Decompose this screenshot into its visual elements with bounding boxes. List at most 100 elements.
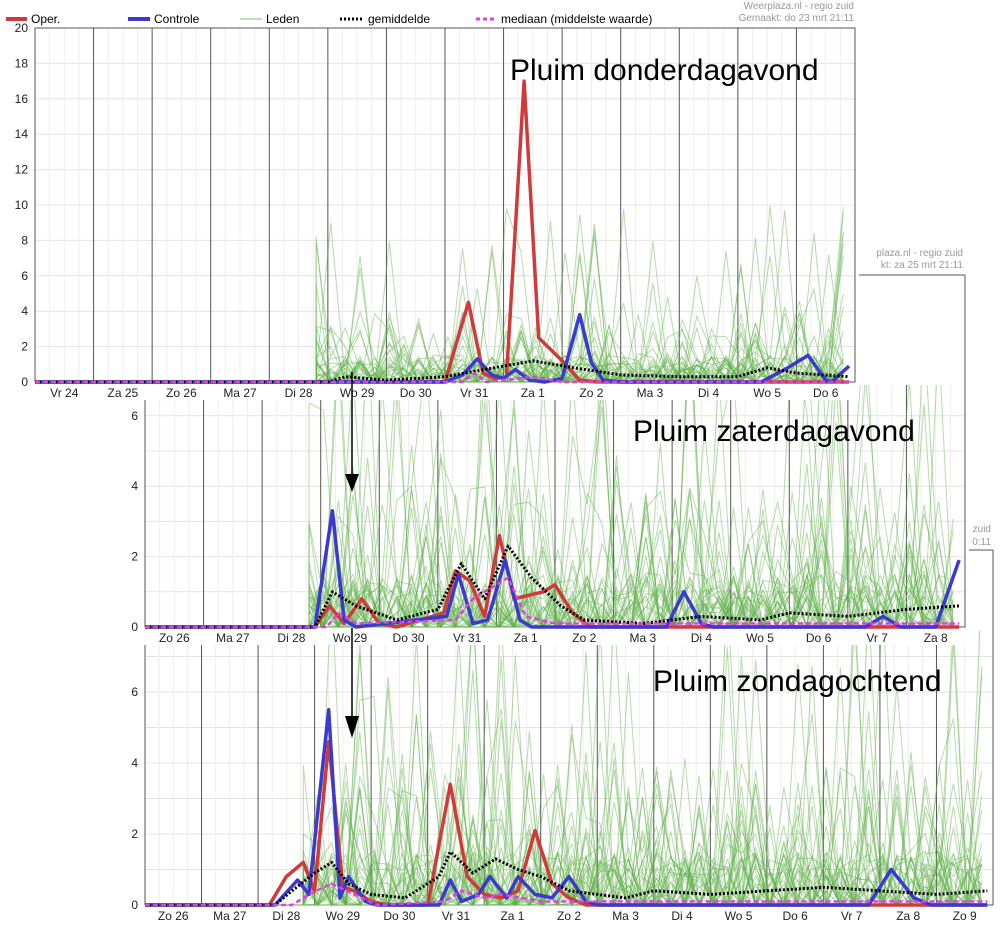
series-line-mediaan: [35, 371, 850, 384]
y-tick-label: 14: [15, 127, 29, 141]
made-label: Gemaakt: do 23 mrt 21:11: [739, 13, 855, 24]
x-tick-label: Wo 5: [725, 909, 753, 923]
x-tick-label: Za 1: [500, 909, 524, 923]
y-tick-label: 4: [21, 304, 28, 318]
x-tick-label: Vr 31: [442, 909, 471, 923]
y-tick-label: 2: [21, 340, 28, 354]
source-label: Weerplaza.nl - regio zuid: [744, 1, 854, 12]
leden-member-line: [145, 513, 954, 629]
x-tick-label: Di 4: [671, 909, 693, 923]
leden-member-line: [35, 316, 844, 384]
leden-member-line: [145, 385, 954, 629]
y-tick-label: 4: [131, 756, 138, 770]
leden-member-line: [145, 385, 954, 629]
x-tick-label: Zo 2: [557, 909, 581, 923]
x-tick-label: Vr 31: [453, 631, 482, 645]
series-line-mediaan: [145, 882, 988, 907]
leden-member-line: [145, 486, 954, 629]
leden-member-line: [145, 630, 983, 907]
x-tick-label: Za 8: [924, 631, 948, 645]
down-arrow-upper: [345, 372, 359, 492]
x-tick-label: Di 28: [272, 909, 300, 923]
leden-member-line: [35, 241, 844, 383]
leden-member-line: [145, 385, 954, 629]
legend-label-mediaan: mediaan (middelste waarde): [501, 12, 652, 26]
x-tick-label: Do 6: [806, 631, 832, 645]
x-tick-label: Ma 3: [612, 909, 639, 923]
y-tick-label: 6: [131, 409, 138, 423]
leden-member-line: [145, 743, 982, 907]
x-tick-label: Di 28: [277, 631, 305, 645]
x-tick-label: Zo 2: [579, 386, 603, 400]
series-line-controle: [35, 312, 851, 384]
y-tick-label: 0: [21, 375, 28, 389]
x-tick-label: Vr 24: [50, 386, 79, 400]
source-label: plaza.nl - regio zuid: [876, 248, 963, 259]
series-line-gemiddelde: [145, 850, 988, 907]
x-tick-label: Zo 26: [158, 909, 189, 923]
leden-member-line: [145, 385, 954, 629]
x-tick-label: Ma 3: [637, 386, 664, 400]
leden-member-line: [145, 630, 982, 906]
x-tick-label: Zo 2: [572, 631, 596, 645]
plume-panel-zaterdagavond: 0 2 4 6 Zo 26 Ma 27 Di 28 Wo 29 Do 30 Vr 31 Za 1 Zo…: [109, 248, 969, 645]
leden-member-line: [145, 636, 983, 907]
x-tick-label: Do 30: [400, 386, 432, 400]
legend-label-oper: Oper.: [31, 12, 60, 26]
leden-member-line: [35, 348, 844, 383]
x-tick-label: Wo 5: [746, 631, 774, 645]
leden-member-line: [145, 768, 982, 907]
x-tick-label: Vr 31: [460, 386, 489, 400]
series-line-gemiddelde: [35, 359, 850, 384]
x-tick-label: Ma 27: [223, 386, 257, 400]
y-tick-label: 10: [15, 198, 29, 212]
leden-member-line: [145, 630, 983, 907]
x-tick-label: Zo 26: [166, 386, 197, 400]
made-label: kt: za 25 mrt 21:11: [881, 260, 964, 271]
panel-background: [109, 630, 997, 923]
y-tick-label: 0: [131, 898, 138, 912]
x-tick-label: Do 30: [393, 631, 425, 645]
y-tick-label: 2: [131, 827, 138, 841]
x-tick-label: Do 6: [813, 386, 839, 400]
leden-member-line: [35, 214, 844, 383]
leden-member-line: [145, 385, 954, 629]
y-tick-label: 0: [131, 620, 138, 634]
leden-member-line: [145, 385, 954, 629]
leden-member-line: [145, 385, 954, 629]
x-tick-label: Za 1: [521, 386, 545, 400]
x-tick-label: Wo 29: [333, 631, 368, 645]
leden-member-line: [145, 774, 983, 906]
x-tick-label: Do 6: [782, 909, 808, 923]
leden-member-line: [145, 630, 983, 907]
leden-member-line: [35, 311, 844, 383]
legend-label-leden: Leden: [266, 12, 299, 26]
x-tick-label: Za 1: [514, 631, 538, 645]
source-label: zuid: [973, 524, 991, 535]
plume-title: Pluim zaterdagavond: [633, 415, 915, 448]
y-tick-label: 12: [15, 163, 29, 177]
y-tick-label: 6: [131, 685, 138, 699]
legend: Oper. Controle Leden gemiddelde mediaan …: [6, 12, 652, 26]
x-tick-label: Ma 27: [213, 909, 247, 923]
y-tick-label: 4: [131, 479, 138, 493]
legend-label-controle: Controle: [154, 12, 200, 26]
series-line-controle: [145, 509, 961, 629]
legend-label-gemiddelde: gemiddelde: [368, 12, 430, 26]
made-label: 0:11: [972, 537, 991, 548]
series-line-oper: [145, 533, 960, 629]
panel-background: [0, 28, 859, 400]
x-tick-label: Zo 26: [159, 631, 190, 645]
x-tick-label: Wo 29: [340, 386, 375, 400]
x-tick-label: Za 8: [896, 909, 920, 923]
x-tick-label: Zo 9: [953, 909, 977, 923]
x-tick-label: Di 28: [285, 386, 313, 400]
x-tick-label: Za 25: [108, 386, 139, 400]
leden-member-line: [145, 731, 982, 907]
down-arrow-lower: [345, 628, 359, 738]
y-tick-label: 6: [21, 269, 28, 283]
x-tick-label: Wo 29: [326, 909, 361, 923]
x-tick-label: Di 4: [698, 386, 720, 400]
x-tick-label: Vr 7: [866, 631, 888, 645]
